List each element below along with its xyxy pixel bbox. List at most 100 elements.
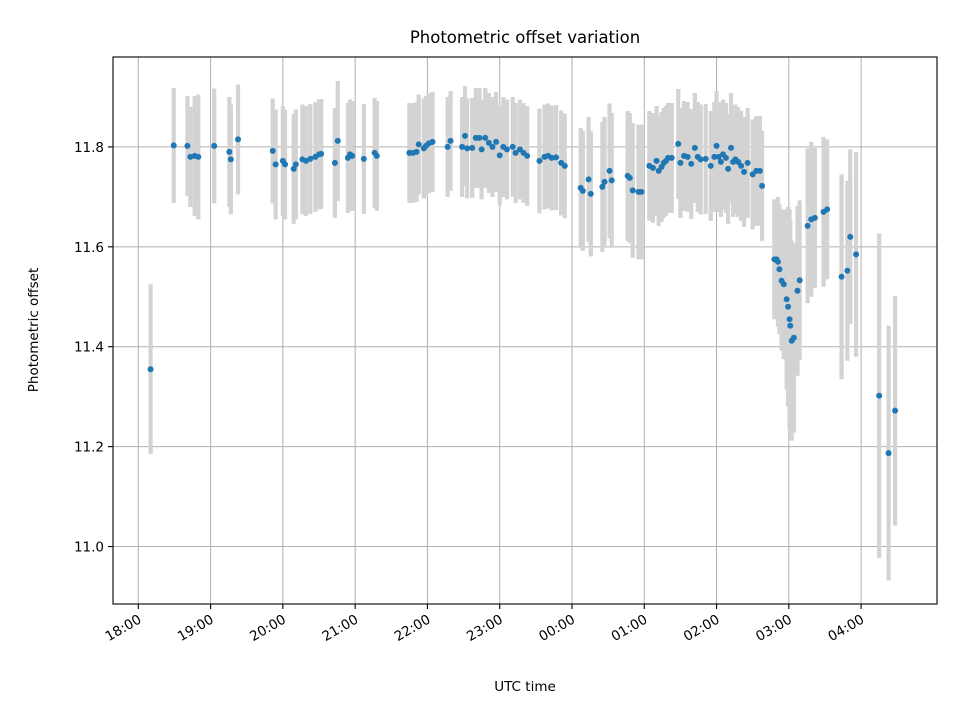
data-points xyxy=(147,132,899,457)
data-point xyxy=(476,134,483,141)
data-point xyxy=(804,222,811,229)
data-point xyxy=(649,164,656,171)
data-point xyxy=(489,143,496,150)
data-point xyxy=(227,156,234,163)
data-point xyxy=(876,392,883,399)
data-point xyxy=(599,183,606,190)
data-point xyxy=(195,153,202,160)
data-point xyxy=(585,176,592,183)
y-tick-label: 11.6 xyxy=(74,240,104,256)
data-point xyxy=(711,153,718,160)
data-point xyxy=(269,147,276,154)
data-point xyxy=(796,277,803,284)
data-point xyxy=(536,157,543,164)
data-point xyxy=(429,138,436,145)
data-point xyxy=(744,159,751,166)
data-point xyxy=(885,450,892,457)
data-point xyxy=(587,190,594,197)
data-point xyxy=(307,155,314,162)
data-point xyxy=(717,158,724,165)
data-point xyxy=(606,167,613,174)
data-point xyxy=(147,366,154,373)
data-point xyxy=(503,146,510,153)
data-point xyxy=(715,153,722,160)
data-point xyxy=(462,132,469,139)
data-point xyxy=(360,155,367,162)
y-ticks: 11.0 11.2 11.4 11.6 11.8 xyxy=(74,140,113,556)
data-point xyxy=(579,187,586,194)
data-point xyxy=(601,178,608,185)
data-point xyxy=(892,407,899,414)
data-point xyxy=(713,142,720,149)
data-point xyxy=(184,142,191,149)
data-point xyxy=(349,152,356,159)
data-point xyxy=(561,162,568,169)
x-axis-label: UTC time xyxy=(494,679,556,695)
data-point xyxy=(553,154,560,161)
data-point xyxy=(493,138,500,145)
data-point xyxy=(292,161,299,168)
data-point xyxy=(272,161,279,168)
data-point xyxy=(318,150,325,157)
data-point xyxy=(626,174,633,181)
data-point xyxy=(668,154,675,161)
data-point xyxy=(756,167,763,174)
data-point xyxy=(838,273,845,280)
data-point xyxy=(684,153,691,160)
data-point xyxy=(447,137,454,144)
data-point xyxy=(496,152,503,159)
data-point xyxy=(722,154,729,161)
data-point xyxy=(413,148,420,155)
y-tick-label: 11.4 xyxy=(74,340,104,356)
y-tick-label: 11.0 xyxy=(74,540,104,556)
data-point xyxy=(738,162,745,169)
y-tick-label: 11.8 xyxy=(74,140,104,156)
data-point xyxy=(780,281,787,288)
data-point xyxy=(170,142,177,149)
data-point xyxy=(728,144,734,151)
data-point xyxy=(790,334,797,341)
data-point xyxy=(512,149,519,156)
data-point xyxy=(787,322,794,329)
data-point xyxy=(783,296,790,303)
data-point xyxy=(373,152,380,159)
data-point xyxy=(853,251,860,258)
data-point xyxy=(794,287,801,294)
data-point xyxy=(677,159,684,166)
data-point xyxy=(725,165,732,172)
data-point xyxy=(638,188,645,195)
data-point xyxy=(786,316,793,323)
data-point xyxy=(759,182,766,189)
data-point xyxy=(702,155,709,162)
data-point xyxy=(776,266,783,273)
data-point xyxy=(485,139,492,146)
data-point xyxy=(688,160,695,167)
data-point xyxy=(785,303,792,310)
data-point xyxy=(608,177,615,184)
data-point xyxy=(226,148,233,155)
data-point xyxy=(741,168,748,175)
data-point xyxy=(774,258,781,265)
data-point xyxy=(282,161,289,168)
data-point xyxy=(331,159,338,166)
data-point xyxy=(211,142,218,149)
data-point xyxy=(707,162,714,169)
data-point xyxy=(235,136,242,143)
data-point xyxy=(844,267,851,274)
data-point xyxy=(824,206,831,213)
chart-title: Photometric offset variation xyxy=(410,28,640,47)
y-tick-label: 11.2 xyxy=(74,440,104,456)
plot-frame xyxy=(112,56,938,605)
data-point xyxy=(509,143,516,150)
data-point xyxy=(469,144,476,151)
data-point xyxy=(548,154,555,161)
data-point xyxy=(691,144,698,151)
data-point xyxy=(811,214,818,221)
data-point xyxy=(415,141,422,148)
data-point xyxy=(334,137,341,144)
data-point xyxy=(524,152,531,159)
data-point xyxy=(459,143,466,150)
data-point xyxy=(629,187,636,194)
data-point xyxy=(478,146,485,153)
